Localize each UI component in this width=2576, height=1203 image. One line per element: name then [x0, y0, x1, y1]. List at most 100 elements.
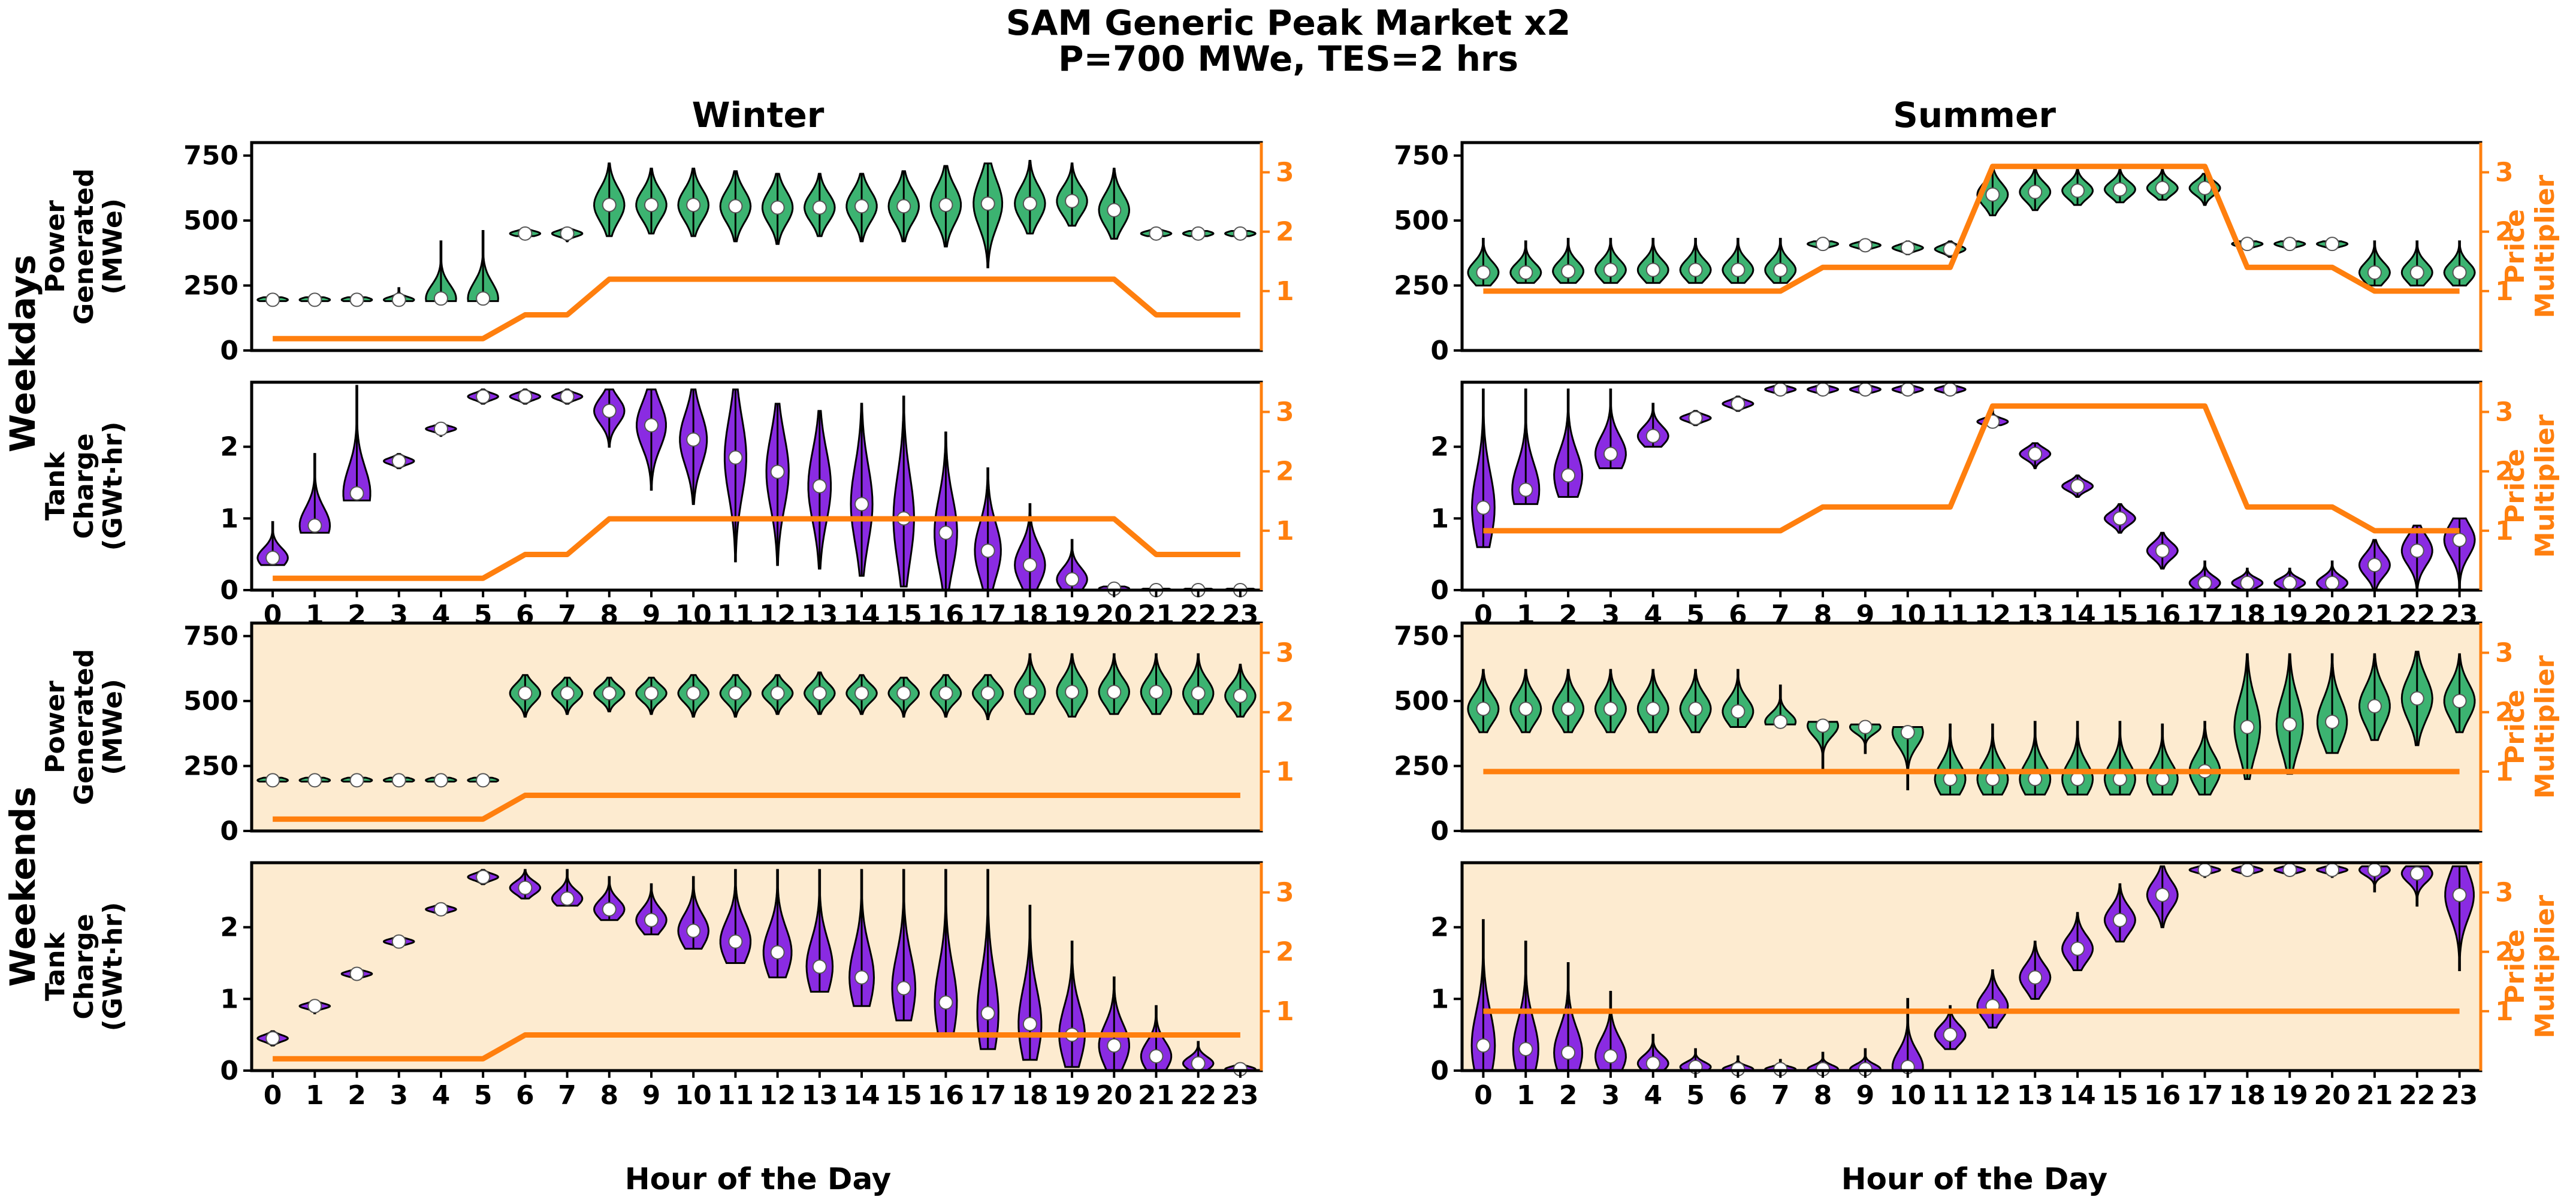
summer-weekend-power-ytick-label-250: 250 — [1394, 751, 1449, 782]
summer-weekend-power-plot-area — [1462, 623, 2481, 831]
winter-weekday-power-price-line — [273, 276, 1240, 341]
winter-weekday-charge-ylabel-line1: Tank — [40, 451, 71, 520]
winter-weekend-power-median-dot-h3 — [391, 773, 406, 788]
winter-weekend-charge-median-dot-h4 — [433, 902, 448, 917]
winter-weekday-charge-median-dot-h18 — [1022, 558, 1037, 573]
summer-weekend-power-median-dot-h19 — [2282, 717, 2297, 732]
winter-weekday-charge-median-dot-h14 — [854, 497, 869, 512]
summer-weekend-power-y2tick-label-3: 3 — [2495, 638, 2514, 669]
winter-weekend-power-plot-area — [252, 623, 1261, 831]
winter-weekday-power-ylabel-line1: Power — [40, 200, 71, 293]
winter-weekday-power-median-dot-h16 — [938, 198, 953, 213]
summer-weekday-charge-median-dot-h6 — [1731, 396, 1745, 411]
winter-weekday-power-median-dot-h2 — [349, 292, 364, 307]
winter-weekend-charge-median-dot-h0 — [265, 1031, 280, 1046]
summer-weekday-charge-y2tick-label-2: 2 — [2495, 457, 2514, 487]
summer-weekend-power-y2tick-label-2: 2 — [2495, 697, 2514, 728]
winter-weekend-charge-median-dot-h12 — [770, 945, 785, 960]
summer-weekday-power-median-dot-h3 — [1603, 262, 1618, 277]
winter-weekday-power-median-dot-h13 — [812, 200, 827, 215]
winter-weekend-charge-xtick-label-1: 1 — [306, 1080, 324, 1111]
winter-weekday-charge-plot-area — [252, 382, 1261, 590]
summer-weekend-charge-xtick-label-7: 7 — [1771, 1080, 1790, 1111]
summer-weekday-power-price-line — [1483, 164, 2460, 294]
summer-weekend-power-ytick-label-750: 750 — [1394, 621, 1449, 652]
summer-weekday-charge-median-dot-h3 — [1603, 446, 1618, 461]
summer-weekend-power-median-dot-h14 — [2070, 772, 2085, 787]
winter-weekend-charge-median-dot-h5 — [476, 869, 491, 884]
summer-weekday-power-ytick-label-0: 0 — [1430, 335, 1449, 366]
row-title-weekdays: Weekdays — [2, 255, 43, 452]
summer-weekend-charge-median-dot-h23 — [2452, 887, 2467, 902]
winter-weekend-charge-xtick-label-17: 17 — [970, 1080, 1006, 1111]
summer-weekend-charge-median-dot-h21 — [2367, 862, 2382, 877]
winter-weekend-charge-xtick-label-0: 0 — [264, 1080, 282, 1111]
winter-weekday-charge-ylabel-line3: (GWt·hr) — [98, 422, 128, 551]
summer-weekday-charge-median-dot-h17 — [2197, 576, 2212, 591]
winter-weekday-power-ytick-label-500: 500 — [183, 205, 238, 236]
winter-weekend-charge-ylabel-line2: Charge — [69, 914, 99, 1019]
winter-weekday-power-median-dot-h8 — [602, 198, 617, 213]
winter-weekday-power-median-dot-h17 — [980, 196, 995, 211]
winter-weekend-power-ylabel-line2: Generated — [69, 649, 99, 805]
winter-weekday-charge-y2tick-label-1: 1 — [1276, 516, 1294, 546]
winter-weekend-power-y2tick-label-1: 1 — [1276, 757, 1294, 787]
winter-weekday-power-y2tick-label-2: 2 — [1276, 217, 1294, 247]
winter-weekday-charge-price-line — [273, 516, 1240, 581]
summer-weekday-power-ytick-label-500: 500 — [1394, 205, 1449, 236]
winter-weekend-power-median-dot-h15 — [896, 686, 911, 701]
x-axis-label-summer: Hour of the Day — [1841, 1162, 2107, 1196]
winter-weekday-power-ytick-label-0: 0 — [220, 335, 238, 366]
summer-weekday-charge-y2label-line1: Price — [2500, 449, 2530, 524]
winter-weekend-charge-median-dot-h14 — [854, 970, 869, 985]
winter-weekend-charge-median-dot-h1 — [307, 999, 322, 1014]
winter-weekday-power-y2tick-label-1: 1 — [1276, 276, 1294, 307]
summer-weekend-charge-xtick-label-19: 19 — [2272, 1080, 2308, 1111]
summer-weekday-power-ytick-label-750: 750 — [1394, 141, 1449, 171]
summer-weekend-charge-xtick-label-5: 5 — [1686, 1080, 1705, 1111]
summer-weekend-charge-xtick-label-15: 15 — [2101, 1080, 2138, 1111]
summer-weekday-charge-y2label-line2: Multiplier — [2530, 414, 2560, 558]
summer-weekday-charge-y2tick-label-1: 1 — [2495, 516, 2514, 546]
x-axis-label-winter: Hour of the Day — [625, 1162, 891, 1196]
summer-weekend-power-median-dot-h10 — [1900, 725, 1915, 740]
winter-weekday-power-ytick-label-250: 250 — [183, 271, 238, 301]
winter-weekday-power-median-dot-h20 — [1107, 202, 1122, 217]
winter-weekend-charge-median-dot-h17 — [980, 1006, 995, 1021]
summer-weekend-charge-xtick-label-20: 20 — [2314, 1080, 2350, 1111]
summer-weekday-power-plot-area — [1462, 143, 2481, 350]
summer-weekday-power-median-dot-h2 — [1561, 264, 1576, 279]
summer-weekend-charge-xtick-label-18: 18 — [2229, 1080, 2266, 1111]
winter-weekend-power-ylabel-line3: (MWe) — [98, 679, 128, 775]
summer-weekend-charge-median-dot-h15 — [2112, 912, 2127, 927]
summer-weekend-charge-xtick-label-12: 12 — [1974, 1080, 2011, 1111]
summer-weekend-charge-median-dot-h2 — [1561, 1045, 1576, 1060]
summer-weekday-power-y2label-line1: Price — [2500, 209, 2530, 284]
summer-weekend-charge-ytick-label-1: 1 — [1430, 984, 1449, 1014]
winter-weekend-charge-xtick-label-9: 9 — [642, 1080, 661, 1111]
winter-weekday-charge-median-dot-h11 — [728, 450, 743, 465]
summer-weekend-power-median-dot-h4 — [1645, 702, 1660, 717]
summer-weekend-power-median-dot-h9 — [1858, 720, 1873, 735]
winter-weekend-power-median-dot-h2 — [349, 773, 364, 788]
row-title-weekends: Weekends — [2, 787, 43, 987]
winter-weekday-power-median-dot-h15 — [896, 199, 911, 214]
summer-weekday-power-median-dot-h19 — [2282, 237, 2297, 252]
summer-weekday-charge-median-dot-h13 — [2028, 446, 2043, 461]
winter-weekend-power-median-dot-h13 — [812, 686, 827, 701]
summer-weekday-power-y2tick-label-3: 3 — [2495, 158, 2514, 188]
summer-weekday-power-median-dot-h13 — [2028, 185, 2043, 200]
winter-weekday-power-median-dot-h6 — [518, 226, 533, 241]
winter-weekend-power-median-dot-h22 — [1191, 686, 1206, 701]
winter-weekend-charge-xtick-label-19: 19 — [1053, 1080, 1090, 1111]
winter-weekend-charge-xtick-label-14: 14 — [843, 1080, 880, 1111]
winter-weekend-power-median-dot-h11 — [728, 686, 743, 701]
summer-weekend-charge-xtick-label-9: 9 — [1856, 1080, 1875, 1111]
winter-weekend-power-y2tick-label-2: 2 — [1276, 697, 1294, 728]
summer-weekend-charge-xtick-label-4: 4 — [1644, 1080, 1662, 1111]
summer-weekend-charge-y2tick-label-1: 1 — [2495, 996, 2514, 1027]
winter-weekend-power-median-dot-h20 — [1107, 684, 1122, 699]
winter-weekend-power-ytick-label-0: 0 — [220, 816, 238, 847]
summer-weekday-charge-median-dot-h7 — [1773, 382, 1788, 397]
